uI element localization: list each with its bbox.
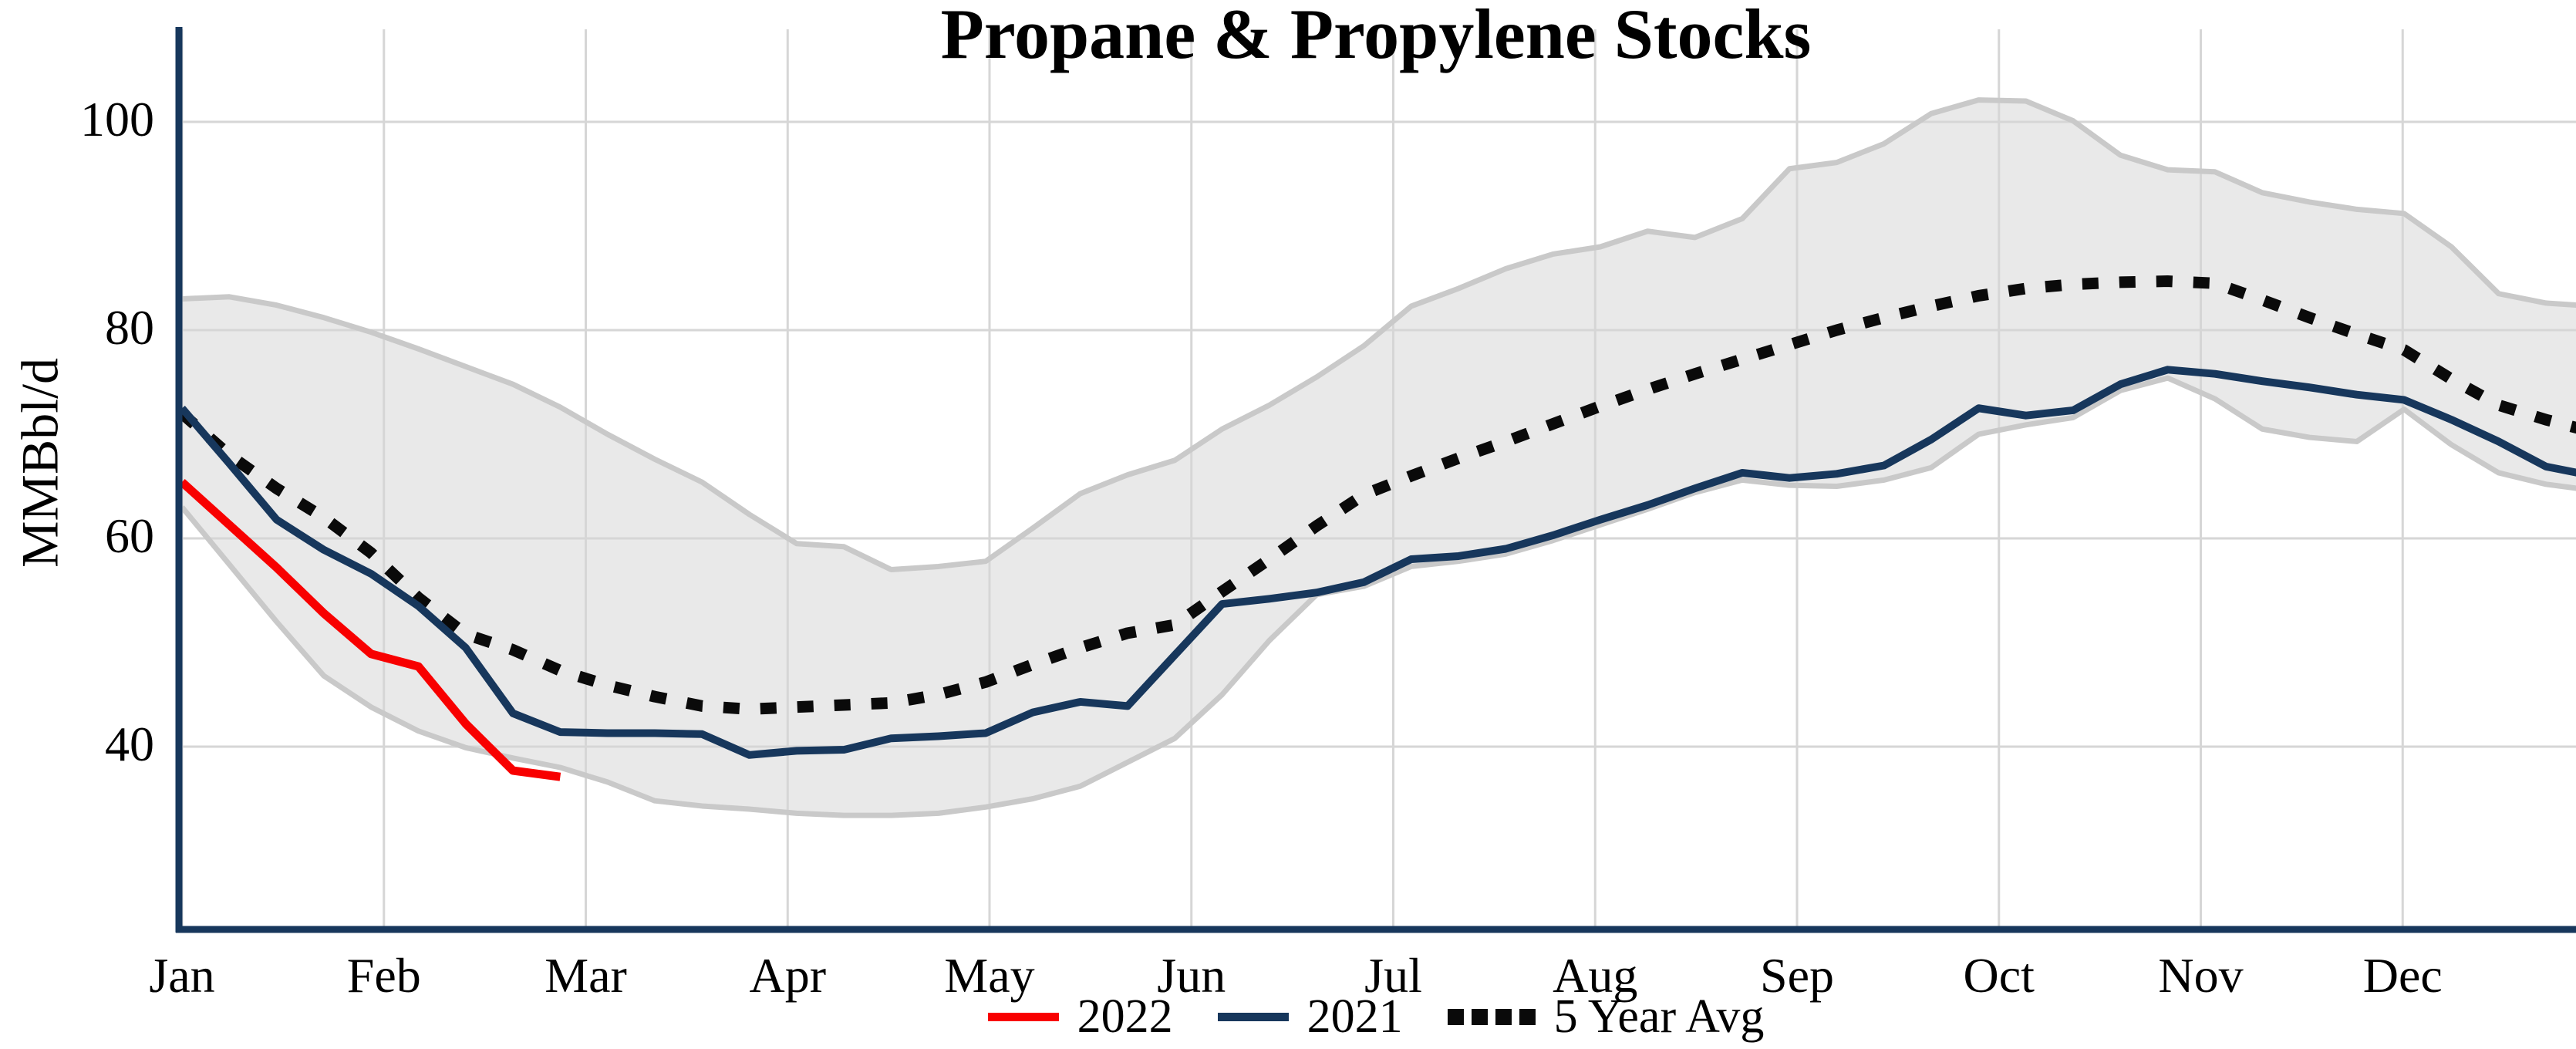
five-year-range-band — [182, 100, 2576, 816]
legend-swatch-2021 — [1217, 1012, 1289, 1021]
legend-label-2021: 2021 — [1307, 990, 1403, 1043]
x-tick-label-mar: Mar — [545, 948, 627, 1003]
x-tick-label-feb: Feb — [346, 948, 421, 1003]
y-tick-label-40: 40 — [105, 717, 154, 772]
chart-title: Propane & Propylene Stocks — [940, 0, 1812, 73]
legend-swatch-5-year-avg — [1447, 1008, 1536, 1025]
x-tick-label-apr: Apr — [749, 948, 827, 1003]
band-lower-edge — [180, 375, 2576, 818]
y-tick-label-60: 60 — [105, 508, 154, 564]
legend-item-5-year-avg: 5 Year Avg — [1447, 990, 1765, 1044]
x-tick-label-jul: Jul — [1364, 948, 1422, 1003]
legend-swatch-2022 — [987, 1012, 1059, 1021]
x-tick-label-dec: Dec — [2362, 948, 2443, 1003]
legend-label-2022: 2022 — [1077, 990, 1173, 1043]
chart-legend: 2022 2021 5 Year Avg — [176, 989, 2576, 1044]
x-tick-label-jun: Jun — [1157, 948, 1226, 1003]
series-line-5-year-avg — [178, 275, 2576, 715]
legend-label-5-year-avg: 5 Year Avg — [1553, 990, 1765, 1043]
series-line-2021 — [179, 366, 2576, 759]
x-tick-label-sep: Sep — [1760, 948, 1834, 1003]
legend-item-2022: 2022 — [987, 990, 1173, 1044]
y-tick-label-80: 80 — [105, 300, 154, 356]
x-tick-label-may: May — [944, 948, 1035, 1003]
x-tick-label-oct: Oct — [1963, 948, 2035, 1003]
band-upper-edge — [181, 97, 2576, 572]
x-tick-label-nov: Nov — [2158, 948, 2244, 1003]
series-line-2022 — [179, 479, 561, 781]
x-tick-label-aug: Aug — [1553, 948, 1638, 1003]
legend-item-2021: 2021 — [1217, 990, 1403, 1044]
y-tick-label-100: 100 — [80, 92, 154, 147]
x-tick-label-jan: Jan — [149, 948, 215, 1003]
